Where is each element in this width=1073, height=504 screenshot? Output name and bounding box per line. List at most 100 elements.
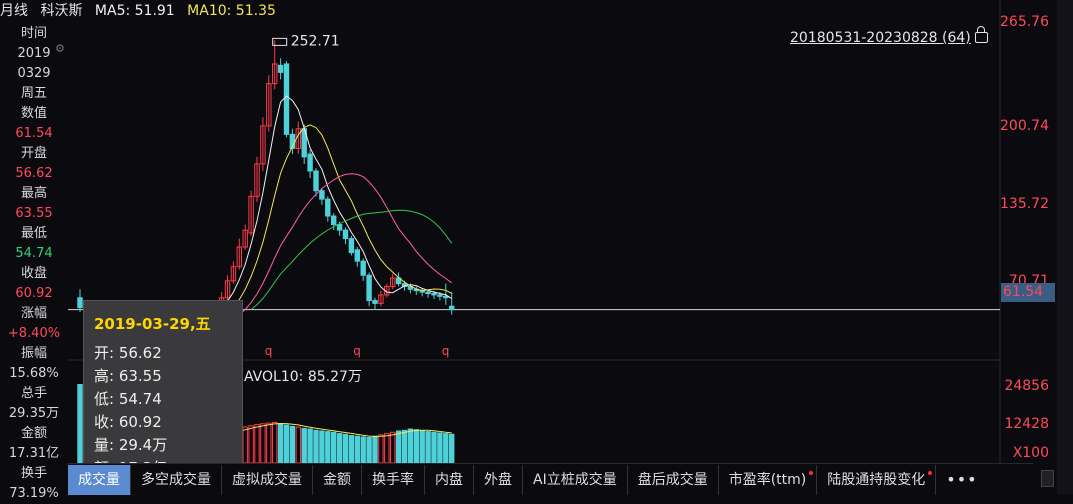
panel-item-2: 0329 (17, 66, 51, 81)
gear-icon[interactable]: ⚙ (55, 42, 65, 55)
tab-6[interactable]: 外盘 (474, 464, 523, 495)
volume-bar[interactable] (260, 423, 266, 464)
tab-3[interactable]: 金额 (313, 464, 362, 495)
volume-bar[interactable] (313, 429, 319, 464)
candle-body[interactable] (254, 163, 260, 197)
volume-bar[interactable] (331, 431, 337, 464)
candle-body[interactable] (272, 63, 278, 85)
candle-body[interactable] (236, 246, 243, 268)
candle-body[interactable] (313, 170, 319, 192)
volume-bar[interactable] (425, 431, 431, 464)
volume-bar[interactable] (413, 429, 420, 464)
volume-bar[interactable] (307, 428, 313, 464)
volume-bar[interactable] (242, 426, 248, 464)
panel-item-8: 最高 (20, 186, 47, 201)
volume-bar[interactable] (354, 435, 361, 464)
volume-bar[interactable] (254, 423, 260, 464)
candle-body[interactable] (437, 294, 443, 297)
lock-icon[interactable] (974, 26, 988, 43)
chart-area[interactable]: 252.71 q q q (68, 0, 1073, 494)
candle-body[interactable] (325, 198, 331, 217)
volume-bar[interactable] (342, 433, 349, 464)
date-range-text: 20180531-20230828 (64) (790, 30, 971, 46)
candle-body[interactable] (443, 295, 449, 299)
candle-body[interactable] (77, 297, 83, 309)
candle-body[interactable] (307, 153, 313, 172)
volume-bar[interactable] (366, 437, 372, 464)
tab-9[interactable]: 市盈率(ttm) (719, 464, 818, 495)
volume-bar[interactable] (348, 435, 355, 464)
panel-settings-icon[interactable] (1041, 470, 1054, 487)
tooltip-close: 收: 60.92 (94, 413, 162, 431)
volume-bar[interactable] (384, 433, 390, 464)
volume-bar[interactable] (336, 433, 343, 464)
panel-item-22: 换手 (20, 466, 47, 481)
volume-bar[interactable] (372, 435, 378, 464)
candle-body[interactable] (366, 274, 372, 302)
volume-bar[interactable] (277, 423, 284, 464)
candle-body[interactable] (354, 249, 361, 262)
tab-1[interactable]: 多空成交量 (131, 464, 222, 495)
candle-body[interactable] (283, 63, 290, 135)
volume-bar[interactable] (443, 433, 449, 464)
volume-bar[interactable] (248, 425, 254, 464)
candle-body[interactable] (372, 300, 378, 304)
candle-body[interactable] (336, 223, 343, 231)
volume-bar[interactable] (449, 433, 455, 464)
volume-bar[interactable] (319, 430, 325, 464)
event-marker[interactable]: q (353, 344, 361, 358)
candle-body[interactable] (390, 277, 396, 287)
candle-body[interactable] (342, 229, 349, 240)
candle-body[interactable] (266, 83, 272, 127)
volume-bar[interactable] (437, 432, 443, 464)
panel-item-21: 17.31亿 (8, 446, 60, 461)
tab-5[interactable]: 内盘 (425, 464, 474, 495)
tab-10[interactable]: 陆股通持股变化 (817, 464, 937, 495)
volume-bar[interactable] (295, 426, 302, 464)
volume-bar[interactable] (283, 424, 290, 464)
tab-0[interactable]: 成交量 (68, 464, 131, 495)
volume-bar[interactable] (395, 430, 402, 464)
volume-bar[interactable] (272, 421, 278, 464)
candle-body[interactable] (331, 215, 337, 225)
period-label[interactable]: 月线 (0, 3, 28, 19)
volume-bar[interactable] (401, 429, 408, 464)
candle-body[interactable] (360, 260, 366, 276)
tooltip-high: 高: 63.55 (94, 367, 162, 385)
more-tabs-button[interactable]: ••• (946, 470, 978, 489)
candle-body[interactable] (319, 190, 325, 200)
volume-bar[interactable] (407, 428, 414, 464)
candle-body[interactable] (242, 229, 248, 248)
candle-body[interactable] (407, 285, 414, 290)
volume-bar[interactable] (77, 384, 83, 464)
volume-bar[interactable] (390, 431, 396, 464)
tab-7[interactable]: AI立桩成交量 (523, 464, 628, 495)
volume-bar[interactable] (301, 427, 307, 464)
volume-bar[interactable] (266, 422, 272, 464)
event-marker[interactable]: q (442, 344, 450, 358)
candle-body[interactable] (277, 64, 284, 73)
panel-item-10: 最低 (20, 226, 47, 241)
candle-body[interactable] (248, 195, 254, 234)
candle-body[interactable] (431, 293, 437, 296)
panel-item-15: +8.40% (7, 326, 61, 341)
volume-bar[interactable] (378, 434, 384, 464)
candle-body[interactable] (348, 238, 355, 254)
volume-bar[interactable] (325, 431, 331, 464)
tab-8[interactable]: 盘后成交量 (628, 464, 719, 495)
tab-4[interactable]: 换手率 (362, 464, 425, 495)
volume-bar[interactable] (289, 425, 296, 464)
tab-2[interactable]: 虚拟成交量 (222, 464, 313, 495)
volume-bar[interactable] (431, 431, 437, 464)
candle-body[interactable] (230, 266, 237, 282)
volume-bar[interactable] (360, 436, 366, 464)
candle-body[interactable] (260, 125, 266, 165)
date-range-label[interactable]: 20180531-20230828 (64) (790, 26, 988, 46)
candle-body[interactable] (449, 305, 455, 311)
stock-name: 科沃斯 (40, 3, 83, 19)
candle-body[interactable] (425, 291, 431, 295)
event-marker[interactable]: q (265, 344, 273, 358)
candle-body[interactable] (378, 294, 384, 304)
volume-bar[interactable] (419, 430, 425, 464)
candle-body[interactable] (224, 280, 231, 299)
